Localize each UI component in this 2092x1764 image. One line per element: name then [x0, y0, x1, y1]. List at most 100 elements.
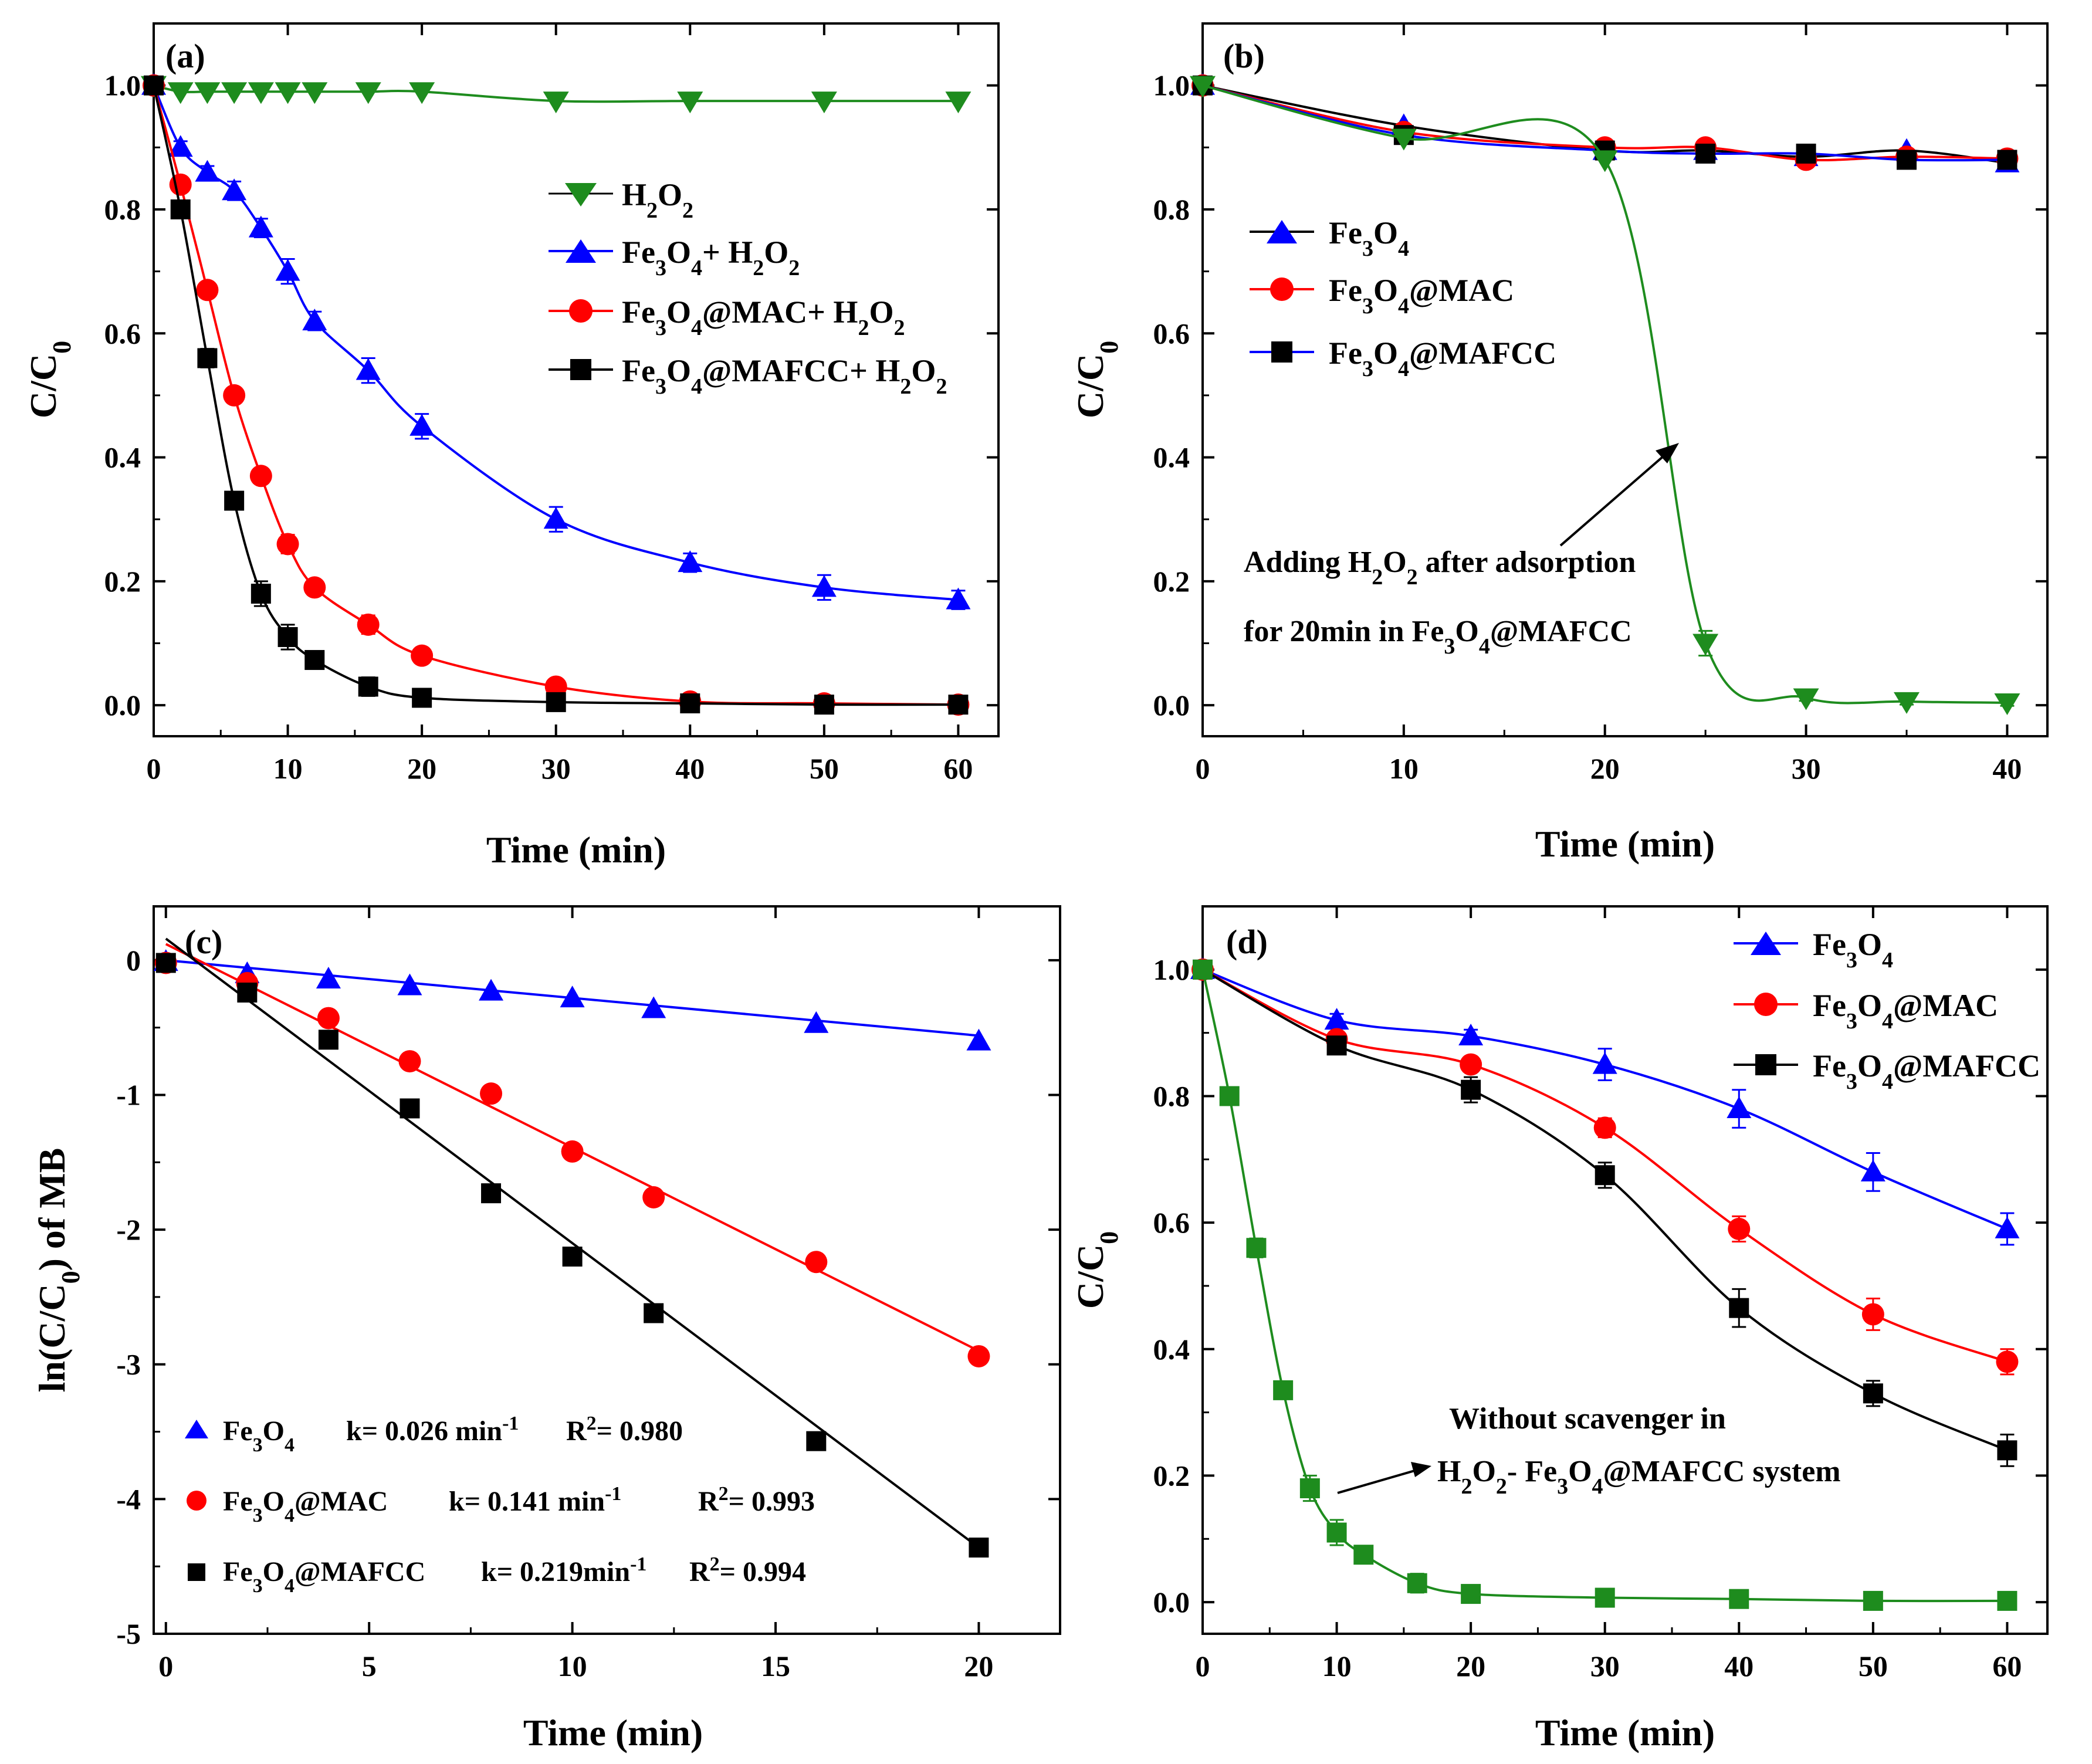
- data-point: [1793, 688, 1819, 710]
- x-tick-label: 5: [362, 1650, 377, 1682]
- data-point: [276, 533, 299, 556]
- y-tick-label: 0.6: [1153, 317, 1190, 350]
- y-tick-label: 0.4: [104, 441, 141, 474]
- x-tick-label: 60: [1992, 1650, 2022, 1682]
- data-point: [805, 1251, 828, 1274]
- legend-entry-mac: Fe3O4@MAC: [1250, 273, 1514, 319]
- data-point: [302, 309, 327, 331]
- data-point: [412, 688, 432, 708]
- data-point: [1460, 1053, 1482, 1076]
- series-line: [153, 85, 959, 706]
- annotation-line-1: Adding H2O2 after adsorption: [1244, 546, 1636, 590]
- annotation-line-2: for 20min in Fe3O4@MAFCC: [1244, 615, 1632, 659]
- data-point: [221, 82, 248, 104]
- y-tick-label: -4: [116, 1482, 141, 1515]
- x-tick-label: 20: [1590, 752, 1620, 785]
- data-point: [302, 82, 328, 104]
- data-point: [1728, 1217, 1751, 1240]
- svg-text:k= 0.141 min-1: k= 0.141 min-1: [449, 1483, 621, 1518]
- legend-entry-mafcc: Fe3O4@MAFCC: [1734, 1048, 2040, 1094]
- x-tick-label: 20: [407, 752, 436, 785]
- data-point: [251, 584, 271, 604]
- data-point: [195, 160, 220, 182]
- data-point: [197, 348, 218, 368]
- y-tick-label: 0.0: [1153, 1586, 1190, 1619]
- legend-label: H2O2: [622, 177, 693, 223]
- data-point: [318, 1030, 338, 1050]
- x-axis-title: Time (min): [523, 1712, 703, 1753]
- y-tick-label: -5: [116, 1617, 141, 1650]
- legend-label: Fe3O4@MAFCC: [1329, 336, 1556, 381]
- data-point: [642, 1186, 665, 1208]
- x-tick-label: 20: [1456, 1650, 1485, 1682]
- data-series: [1190, 957, 2020, 1611]
- data-point: [1729, 1298, 1749, 1318]
- y-tick-label: 0.8: [1153, 1079, 1190, 1112]
- legend-entry-fe3o4: Fe3O4: [1250, 215, 1409, 261]
- data-point: [1863, 1383, 1883, 1404]
- data-point: [1995, 1216, 2020, 1238]
- data-point: [1595, 1165, 1615, 1186]
- legend-label: Fe3O4@MAC: [1813, 988, 1998, 1034]
- data-point: [680, 693, 700, 714]
- data-point: [946, 587, 971, 610]
- data-point: [155, 953, 176, 973]
- legend: H2O2 Fe3O4+ H2O2 Fe3O4@MAC+ H2O2 Fe3O4@M…: [549, 177, 947, 399]
- data-point: [1996, 1350, 2019, 1373]
- y-tick-label: 0.8: [1153, 193, 1190, 226]
- data-point: [1324, 1008, 1349, 1030]
- panel-d: 0 10 20 30 40 50 60 0.0 0.2 0.4 0.6 0.8 1.0 (d) Time…: [1069, 905, 2049, 1753]
- data-point: [543, 507, 568, 529]
- panel-a: 0 10 20 30 40 50 60 0.0 0.2 0.4 0.6 0.8 1.0 (a) Time…: [22, 22, 1000, 871]
- data-point: [222, 178, 247, 201]
- x-tick-label: 0: [147, 752, 161, 785]
- svg-text:Fe3O4@MAC: Fe3O4@MAC: [223, 1486, 388, 1526]
- x-tick-label: 30: [1792, 752, 1821, 785]
- y-tick-label: 0.4: [1153, 441, 1190, 474]
- arrow-head: [1411, 1462, 1431, 1477]
- legend-entry-mac: Fe3O4@MAC: [1734, 988, 1998, 1034]
- y-tick-label: 0.0: [1153, 689, 1190, 722]
- legend: Fe3O4 Fe3O4@MAC Fe3O4@MAFCC: [1250, 215, 1556, 381]
- data-point: [304, 650, 325, 671]
- data-point: [1994, 693, 2020, 715]
- data-point: [560, 986, 585, 1008]
- annotation-arrow: [1559, 448, 1673, 547]
- panel-label: (a): [165, 37, 205, 75]
- data-point: [1997, 1590, 2017, 1611]
- data-point: [357, 613, 380, 636]
- y-tick-label: 0.2: [1153, 1459, 1190, 1492]
- plot-frame: [1201, 905, 2049, 1635]
- series-mac: [154, 943, 990, 1367]
- data-point: [1326, 1035, 1347, 1056]
- x-tick-label: 20: [964, 1650, 993, 1682]
- data-point: [248, 215, 273, 238]
- x-tick-label: 0: [1196, 752, 1210, 785]
- data-series: [153, 937, 991, 1558]
- data-point: [546, 692, 566, 712]
- data-point: [1897, 150, 1917, 170]
- y-axis-title: ln(C/C0) of MB: [31, 1148, 85, 1393]
- data-point: [1593, 1116, 1616, 1139]
- data-point: [644, 1303, 664, 1323]
- series-added: [1190, 76, 2020, 715]
- svg-text:R2= 0.994: R2= 0.994: [689, 1553, 806, 1588]
- plot-frame: [153, 22, 1000, 737]
- y-axis-title: C/C0: [1069, 341, 1123, 418]
- svg-text:Fe3O4@MAFCC: Fe3O4@MAFCC: [223, 1556, 425, 1597]
- legend-entry-fe3o4-h2o2: Fe3O4+ H2O2: [549, 235, 800, 280]
- fit-entry-mafcc: Fe3O4@MAFCC k= 0.219min-1 R2= 0.994: [188, 1553, 806, 1597]
- data-point: [806, 1431, 827, 1451]
- legend-label: Fe3O4@MAFCC: [1813, 1048, 2040, 1094]
- data-point: [1407, 1573, 1427, 1593]
- data-point: [409, 414, 435, 436]
- legend-label: Fe3O4: [1813, 927, 1893, 973]
- data-point: [237, 982, 258, 1003]
- legend-label: Fe3O4: [1329, 215, 1409, 261]
- data-point: [356, 358, 381, 380]
- y-tick-label: 0.8: [104, 193, 141, 226]
- fit-entry-fe3o4: Fe3O4 k= 0.026 min-1 R2= 0.980: [185, 1413, 683, 1456]
- series-noscav: [1193, 959, 2017, 1611]
- panel-b: 0 10 20 30 40 0.0 0.2 0.4 0.6 0.8 1.0 (b) Time (mi…: [1069, 22, 2049, 865]
- data-point: [275, 259, 300, 281]
